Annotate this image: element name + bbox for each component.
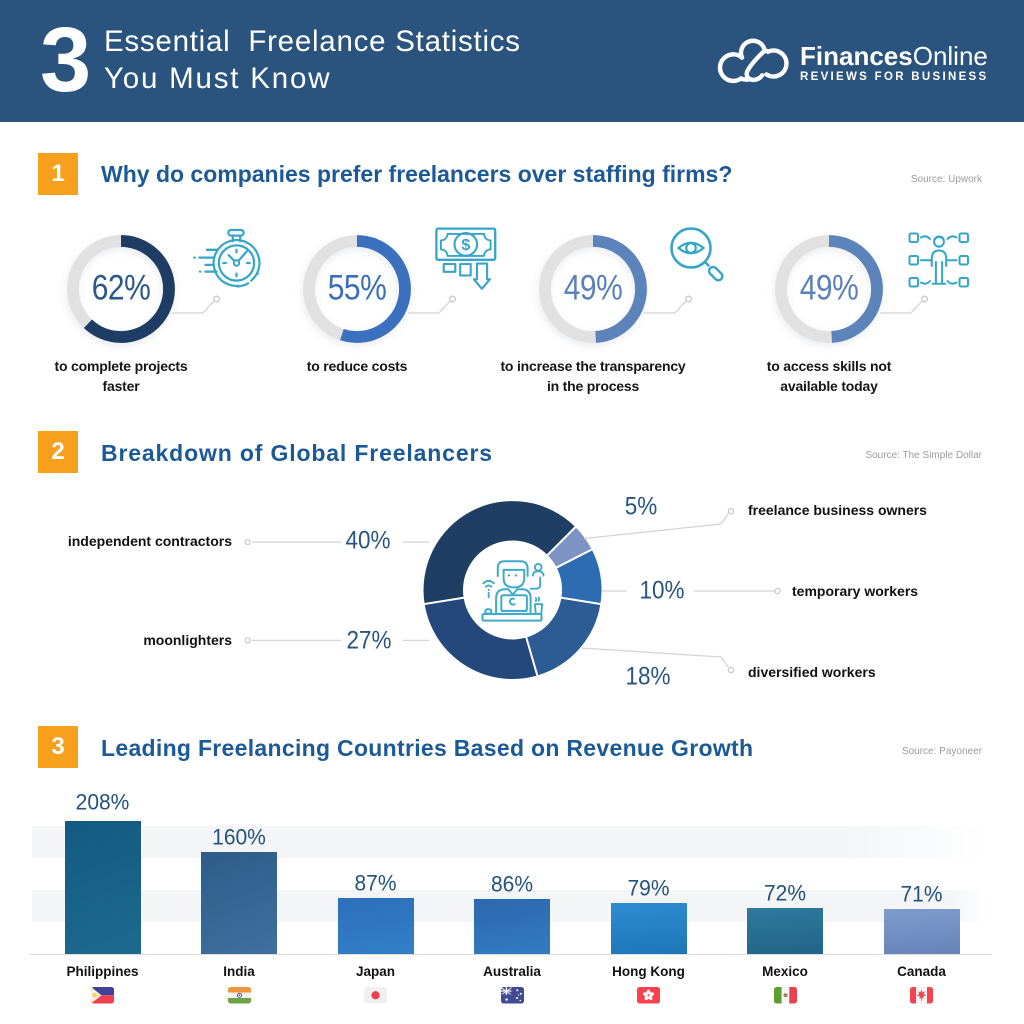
svg-text:$: $ <box>461 237 470 254</box>
